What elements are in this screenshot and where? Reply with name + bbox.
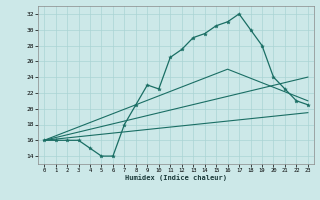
X-axis label: Humidex (Indice chaleur): Humidex (Indice chaleur) (125, 175, 227, 181)
